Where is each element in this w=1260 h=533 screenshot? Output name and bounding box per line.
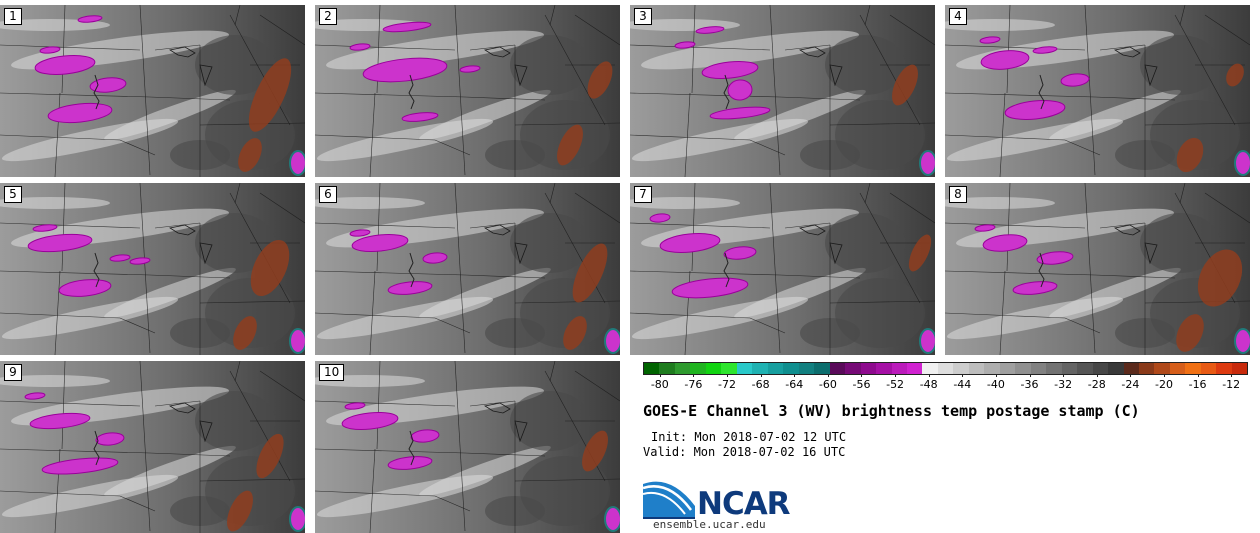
colorbar-tick-label: -80 <box>650 374 669 391</box>
colorbar-segment <box>721 363 737 374</box>
colorbar-segment <box>999 363 1016 374</box>
colorbar-segment <box>674 363 691 374</box>
colorbar-tick-label: -16 <box>1188 374 1207 391</box>
colorbar-segment <box>845 363 861 374</box>
colorbar-tick-label: -20 <box>1154 374 1173 391</box>
colorbar-tick-label: -12 <box>1222 374 1241 391</box>
colorbar-segment <box>1015 363 1031 374</box>
panel-label: 4 <box>949 8 967 25</box>
colorbar-segment <box>1092 363 1109 374</box>
colorbar-segment <box>1200 363 1217 374</box>
wv-map <box>630 5 935 177</box>
colorbar-segment <box>644 363 660 374</box>
colorbar-segment <box>752 363 768 374</box>
valid-time: Valid: Mon 2018-07-02 16 UTC <box>643 445 846 459</box>
colorbar-tick-label: -52 <box>886 374 905 391</box>
wv-map <box>0 361 305 533</box>
panel-label: 1 <box>4 8 22 25</box>
wv-map <box>0 5 305 177</box>
logo-text: NCAR <box>697 486 791 522</box>
wv-map <box>315 361 620 533</box>
stamp-panel-9: 9 <box>0 361 305 533</box>
stamp-panel-2: 2 <box>315 5 620 177</box>
colorbar-segment <box>1077 363 1093 374</box>
colorbar-segment <box>814 363 830 374</box>
colorbar-segment <box>860 363 877 374</box>
wv-map <box>0 183 305 355</box>
colorbar-tick-label: -44 <box>953 374 972 391</box>
colorbar-ticks: -80 -76 -72 -68 -64 -60 -56 -52 -48 -44 -40 -36 -32-… <box>643 374 1248 392</box>
colorbar-segment <box>1216 363 1232 374</box>
stamp-panel-4: 4 <box>945 5 1250 177</box>
colorbar-segment <box>1185 363 1201 374</box>
colorbar-tick-label: -60 <box>818 374 837 391</box>
colorbar-segment <box>690 363 706 374</box>
panel-label: 3 <box>634 8 652 25</box>
wv-map <box>315 183 620 355</box>
colorbar-tick-label: -72 <box>718 374 736 391</box>
panel-label: 9 <box>4 364 22 381</box>
wv-map <box>315 5 620 177</box>
colorbar-segment <box>1046 363 1062 374</box>
colorbar-segment <box>1139 363 1155 374</box>
colorbar-segment <box>783 363 799 374</box>
figure-title: GOES-E Channel 3 (WV) brightness temp po… <box>643 402 1140 420</box>
stamp-panel-7: 7 <box>630 183 935 355</box>
colorbar-segment <box>984 363 1000 374</box>
panel-label: 5 <box>4 186 22 203</box>
panel-label: 10 <box>319 364 345 381</box>
wv-map <box>945 183 1250 355</box>
colorbar-segment <box>1108 363 1124 374</box>
colorbar-segment <box>1169 363 1186 374</box>
colorbar-tick-label: -48 <box>919 374 938 391</box>
colorbar-segment <box>1030 363 1047 374</box>
colorbar-segment <box>937 363 954 374</box>
colorbar-segment <box>1154 363 1170 374</box>
stamp-panel-3: 3 <box>630 5 935 177</box>
colorbar-segment <box>659 363 675 374</box>
panel-label: 2 <box>319 8 337 25</box>
colorbar-tick-label: -24 <box>1121 374 1140 391</box>
colorbar-segment <box>891 363 907 374</box>
panel-label: 8 <box>949 186 967 203</box>
colorbar-segment <box>736 363 753 374</box>
colorbar-segment <box>953 363 969 374</box>
stamp-panel-1: 1 <box>0 5 305 177</box>
colorbar-segment <box>1123 363 1139 374</box>
stamp-panel-6: 6 <box>315 183 620 355</box>
colorbar-segment <box>767 363 784 374</box>
wv-map <box>630 183 935 355</box>
colorbar-segment <box>829 363 846 374</box>
colorbar-tick-label: -28 <box>1087 374 1106 391</box>
colorbar-segment <box>922 363 938 374</box>
stamp-panel-10: 10 <box>315 361 620 533</box>
init-time: Init: Mon 2018-07-02 12 UTC <box>651 430 847 444</box>
colorbar-tick-label: -76 <box>684 374 703 391</box>
stamp-panel-8: 8 <box>945 183 1250 355</box>
colorbar-tick-label: -64 <box>785 374 804 391</box>
colorbar-tick-label: -32 <box>1054 374 1073 391</box>
wv-map <box>945 5 1250 177</box>
colorbar-segment <box>1231 363 1248 374</box>
colorbar-segment <box>876 363 892 374</box>
ncar-logo-icon <box>643 481 695 519</box>
colorbar-tick-label: -40 <box>986 374 1005 391</box>
colorbar-segment <box>1061 363 1078 374</box>
stamp-panel-5: 5 <box>0 183 305 355</box>
colorbar-segment <box>968 363 985 374</box>
colorbar-tick-label: -56 <box>852 374 871 391</box>
colorbar-tick-label: -36 <box>1020 374 1039 391</box>
colorbar-segment <box>798 363 815 374</box>
panel-label: 6 <box>319 186 337 203</box>
colorbar-segment <box>705 363 722 374</box>
panel-label: 7 <box>634 186 652 203</box>
logo-url: ensemble.ucar.edu <box>653 518 766 531</box>
colorbar-tick-label: -68 <box>751 374 770 391</box>
colorbar-segment <box>906 363 923 374</box>
colorbar <box>643 362 1248 375</box>
